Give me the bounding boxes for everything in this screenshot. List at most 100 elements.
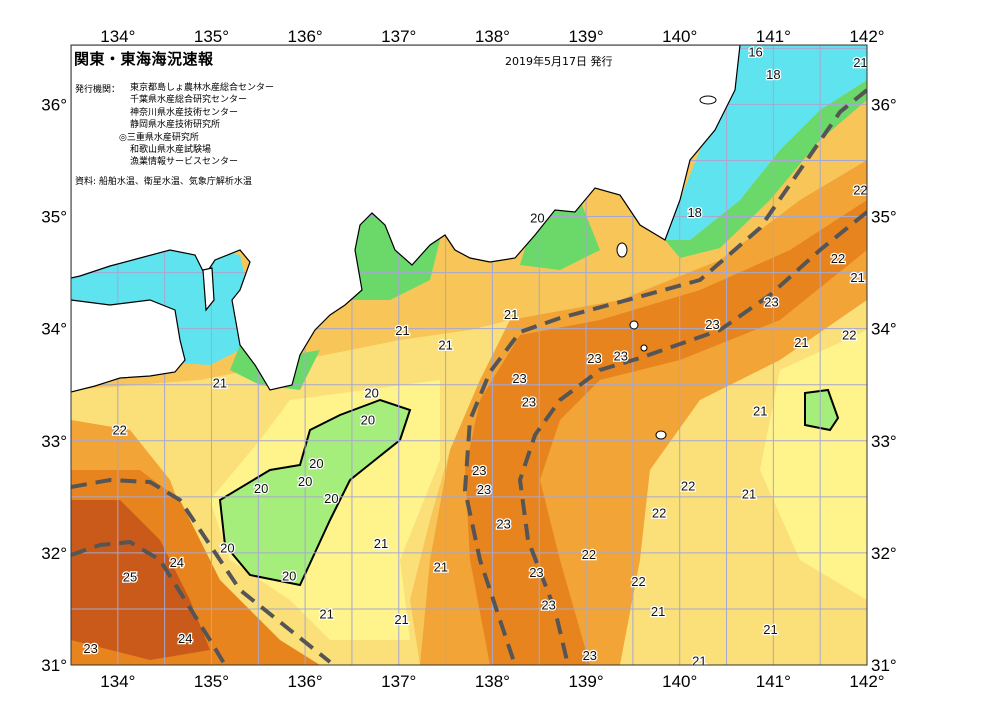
lat-tick-left: 32° [41,544,67,563]
contour-label: 21 [850,270,864,285]
map-frame [70,44,868,666]
contour-label: 18 [766,67,780,82]
honshu-land [71,45,741,391]
lon-tick-bottom: 135° [194,672,229,691]
contour-label: 21 [753,403,767,418]
contour-label: 20 [324,491,338,506]
contour-label: 21 [504,307,518,322]
issuer-item: 神奈川県水産技術センター [130,107,239,118]
contour-label: 23 [522,395,536,410]
island [616,242,628,258]
contour-label: 21 [794,335,808,350]
lon-tick-bottom: 139° [568,672,603,691]
east-pale-water [760,330,867,600]
contour-label: 21 [213,375,227,390]
issuer-list: 東京都島しょ農林水産総合センター 千葉県水産総合研究センター 神奈川県水産技術セ… [119,82,275,169]
lat-tick-right: 33° [871,432,897,451]
lon-tick-top: 140° [662,27,697,46]
island [629,320,639,330]
contour-label: 20 [298,474,312,489]
contour-label: 22 [842,327,856,342]
contour-label: 16 [748,45,762,60]
map-title: 関東・東海海況速報 [74,50,214,68]
lon-tick-top: 137° [381,27,416,46]
axis-ticks: 134° 134° 135° 135° 136° 136° 137° 137° 138° 138°… [41,27,896,691]
contour-label: 22 [631,574,645,589]
lon-tick-top: 136° [288,27,323,46]
contour-label: 21 [651,604,665,619]
contour-label: 20 [309,456,323,471]
lon-tick-bottom: 141° [756,672,791,691]
lon-tick-bottom: 138° [475,672,510,691]
lat-tick-right: 32° [871,544,897,563]
issuer-item: ◎三重県水産研究所 [119,132,199,143]
contour-label: 22 [681,479,695,494]
issuer-item: 静岡県水産技術研究所 [130,120,221,131]
contour-label: 23 [587,351,601,366]
island [699,95,717,105]
contour-label: 20 [282,568,296,583]
lon-tick-bottom: 134° [100,672,135,691]
contour-label: 22 [853,183,867,198]
contour-label: 20 [361,412,375,427]
contour-label: 23 [83,641,97,656]
issuer-item: 東京都島しょ農林水産総合センター [130,83,275,93]
island [640,344,648,352]
coastal-green-water [665,80,867,258]
contour-label: 23 [705,317,719,332]
lon-tick-top: 141° [756,27,791,46]
lon-tick-bottom: 140° [662,672,697,691]
contour-label: 20 [254,481,268,496]
cold-cyan-water [665,45,867,240]
contour-label: 21 [374,536,388,551]
contour-label: 23 [512,371,526,386]
awaji-island [202,267,215,312]
lat-tick-right: 36° [871,95,897,114]
contour-label: 23 [764,295,778,310]
kuroshio-axis-lines [71,88,867,665]
contour-label: 22 [652,506,666,521]
deep-orange-water [71,500,210,660]
contour-label: 20 [220,540,234,555]
contour-label: 21 [742,486,756,501]
lon-tick-top: 142° [849,27,884,46]
lon-tick-bottom: 136° [288,672,323,691]
lat-tick-right: 34° [871,320,897,339]
issuer-item: 漁業情報サービスセンター [130,157,239,168]
lon-tick-top: 139° [568,27,603,46]
contour-label: 22 [831,251,845,266]
lat-tick-left: 31° [41,656,67,675]
contour-label: 23 [613,349,627,364]
lon-tick-bottom: 142° [849,672,884,691]
lon-tick-bottom: 137° [381,672,416,691]
lat-tick-right: 31° [871,656,897,675]
contour-label: 18 [687,205,701,220]
lat-tick-left: 33° [41,432,67,451]
contour-label: 21 [395,323,409,338]
kuroshio-axis [517,210,867,665]
contour-label: 21 [853,55,867,70]
issuer-item: 千葉県水産総合研究センター [130,95,248,106]
lon-tick-top: 138° [475,27,510,46]
issuer-label: 発行機関： [75,85,121,95]
island [655,430,667,440]
contour-label: 25 [123,569,137,584]
contour-label: 23 [477,482,491,497]
lat-tick-left: 36° [41,95,67,114]
issuer-item: 和歌山県水産試験場 [130,145,212,156]
land-mass [71,45,741,440]
shikoku-land [71,299,186,393]
contour-label: 23 [496,517,510,532]
lat-tick-left: 34° [41,320,67,339]
contour-labels: 16 18 21 22 18 20 22 21 23 21 21 21 23 21 22 23 23 23 21 20… [82,43,869,669]
kuroshio-core-water [465,200,867,665]
contour-label: 24 [170,555,184,570]
contour-label: 23 [529,565,543,580]
contour-label: 20 [530,211,544,226]
contour-label: 21 [763,622,777,637]
contour-label: 22 [112,423,126,438]
lat-tick-right: 35° [871,208,897,227]
contour-label: 20 [364,386,378,401]
east-green-patch [804,388,840,432]
